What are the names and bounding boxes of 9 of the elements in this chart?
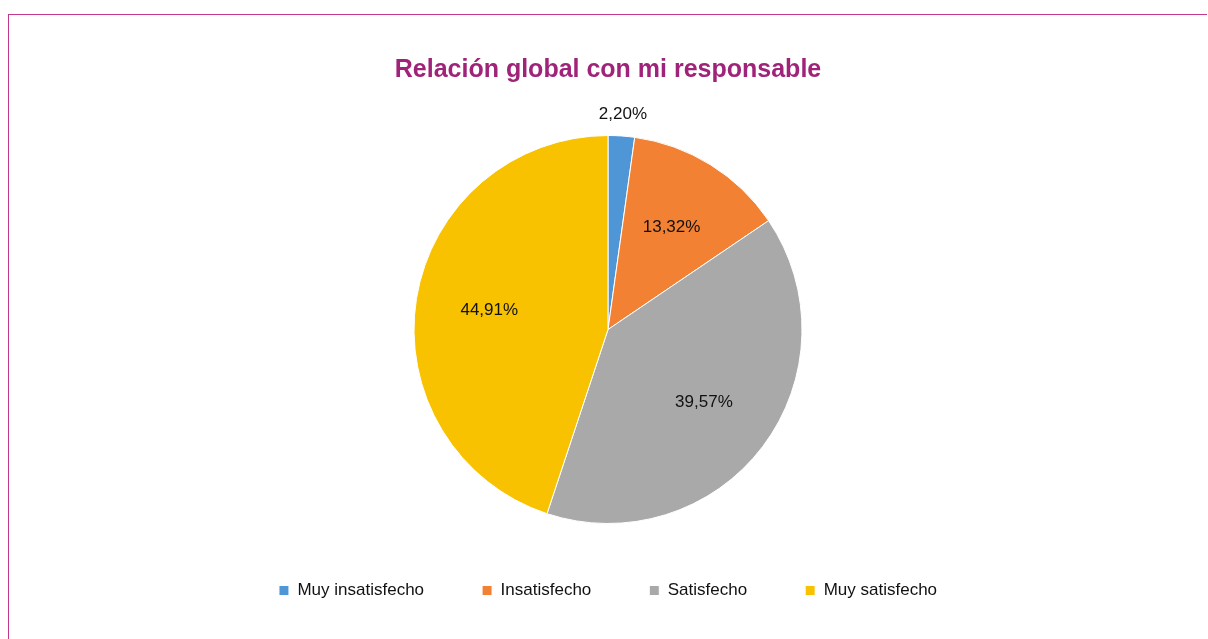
data-label: 44,91% (460, 300, 519, 320)
data-label: 13,32% (642, 217, 701, 237)
legend-label: Insatisfecho (500, 580, 592, 600)
legend-label: Muy insatisfecho (297, 580, 425, 600)
chart-title: Relación global con mi responsable (394, 53, 822, 82)
data-label: 2,20% (598, 103, 648, 123)
legend-label: Muy satisfecho (823, 580, 938, 600)
legend-label: Satisfecho (667, 580, 748, 600)
data-label: 39,57% (675, 391, 733, 411)
